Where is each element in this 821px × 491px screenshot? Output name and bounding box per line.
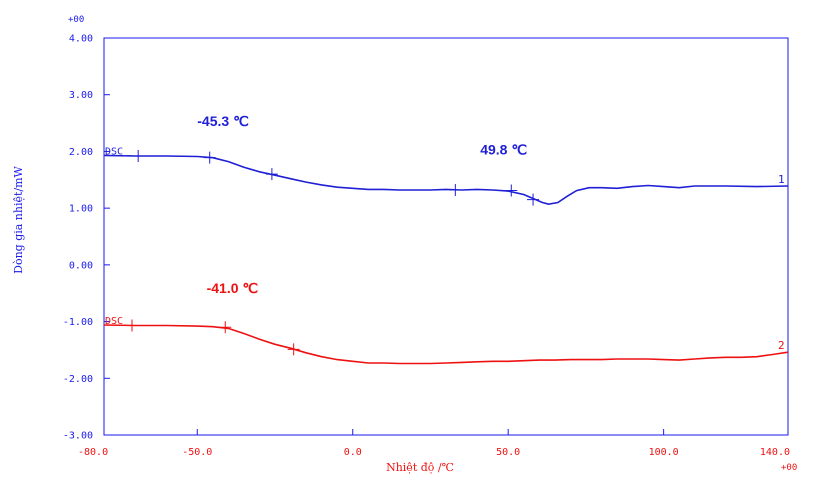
- series-curve-label: DSC: [105, 316, 123, 327]
- y-tick-label: 4.00: [69, 34, 93, 45]
- plot-frame: [103, 37, 789, 436]
- y-tick-label: -3.00: [63, 431, 93, 442]
- y-tick-label: -2.00: [63, 374, 93, 385]
- series-1: DSC 1: [103, 146, 789, 206]
- y-tick-label: -1.00: [63, 317, 93, 328]
- data-marker: [265, 168, 278, 181]
- series-end-label: 1: [778, 173, 785, 186]
- glass-transition-annotation: -45.3 ℃: [197, 113, 249, 129]
- data-marker: [527, 193, 540, 206]
- x-tick-label: 50.0: [496, 447, 520, 458]
- x-axis-label: Nhiệt độ /℃: [386, 461, 454, 474]
- y-tick-label: 0.00: [69, 260, 93, 271]
- x-tick-label: 100.0: [649, 447, 679, 458]
- x-tick-label: 0.0: [344, 447, 362, 458]
- data-marker: [287, 343, 300, 356]
- series-line: [103, 324, 789, 365]
- data-marker: [132, 149, 145, 162]
- y-tick-label: 1.00: [69, 204, 93, 215]
- y-tick-label: 2.00: [69, 147, 93, 158]
- data-marker: [449, 183, 462, 196]
- series-2: DSC 2: [103, 316, 789, 365]
- y-tick-label: 3.00: [69, 90, 93, 101]
- series-line: [103, 154, 789, 206]
- y-exponent-label: +00: [68, 15, 84, 25]
- x-exponent-label: +00: [781, 463, 797, 473]
- x-tick-label: -80.0: [78, 447, 108, 458]
- series-end-label: 2: [778, 339, 785, 352]
- data-marker: [203, 151, 216, 164]
- x-tick-label: -50.0: [182, 447, 212, 458]
- series-curve-label: DSC: [105, 146, 123, 157]
- y-axis-label: Dòng gia nhiệt/mW: [12, 165, 25, 273]
- data-marker: [219, 321, 232, 334]
- data-marker: [125, 319, 138, 332]
- x-tick-label: 140.0: [760, 447, 790, 458]
- glass-transition-annotation: -41.0 ℃: [207, 280, 259, 296]
- glass-transition-annotation: 49.8 ℃: [480, 141, 527, 157]
- data-marker: [505, 184, 518, 197]
